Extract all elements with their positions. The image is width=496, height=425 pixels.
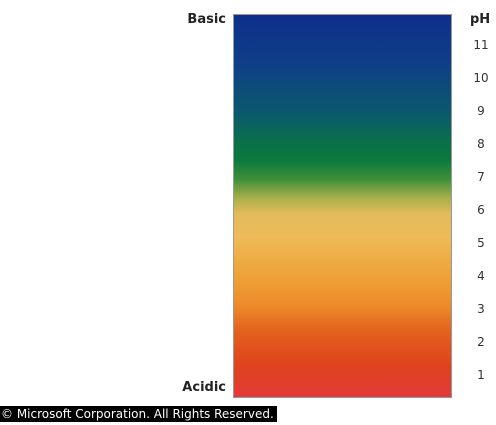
ph-tick-8: 8: [477, 137, 485, 151]
ph-axis-title: pH: [470, 12, 491, 27]
ph-tick-6: 6: [477, 203, 485, 217]
ph-tick-11: 11: [473, 38, 489, 52]
ph-tick-2: 2: [477, 335, 485, 349]
ph-tick-3: 3: [477, 302, 485, 316]
ph-tick-4: 4: [477, 269, 485, 283]
ph-tick-7: 7: [477, 170, 485, 184]
ph-tick-10: 10: [473, 71, 489, 85]
ph-tick-5: 5: [477, 236, 485, 250]
ph-tick-1: 1: [477, 368, 485, 382]
acidic-label: Acidic: [182, 380, 226, 395]
copyright-notice: © Microsoft Corporation. All Rights Rese…: [0, 406, 277, 422]
ph-color-scale: [233, 14, 452, 398]
ph-tick-9: 9: [477, 104, 485, 118]
basic-label: Basic: [187, 12, 226, 27]
ph-tick-labels: 11 10 9 8 7 6 5 4 3 2 1: [468, 0, 496, 425]
